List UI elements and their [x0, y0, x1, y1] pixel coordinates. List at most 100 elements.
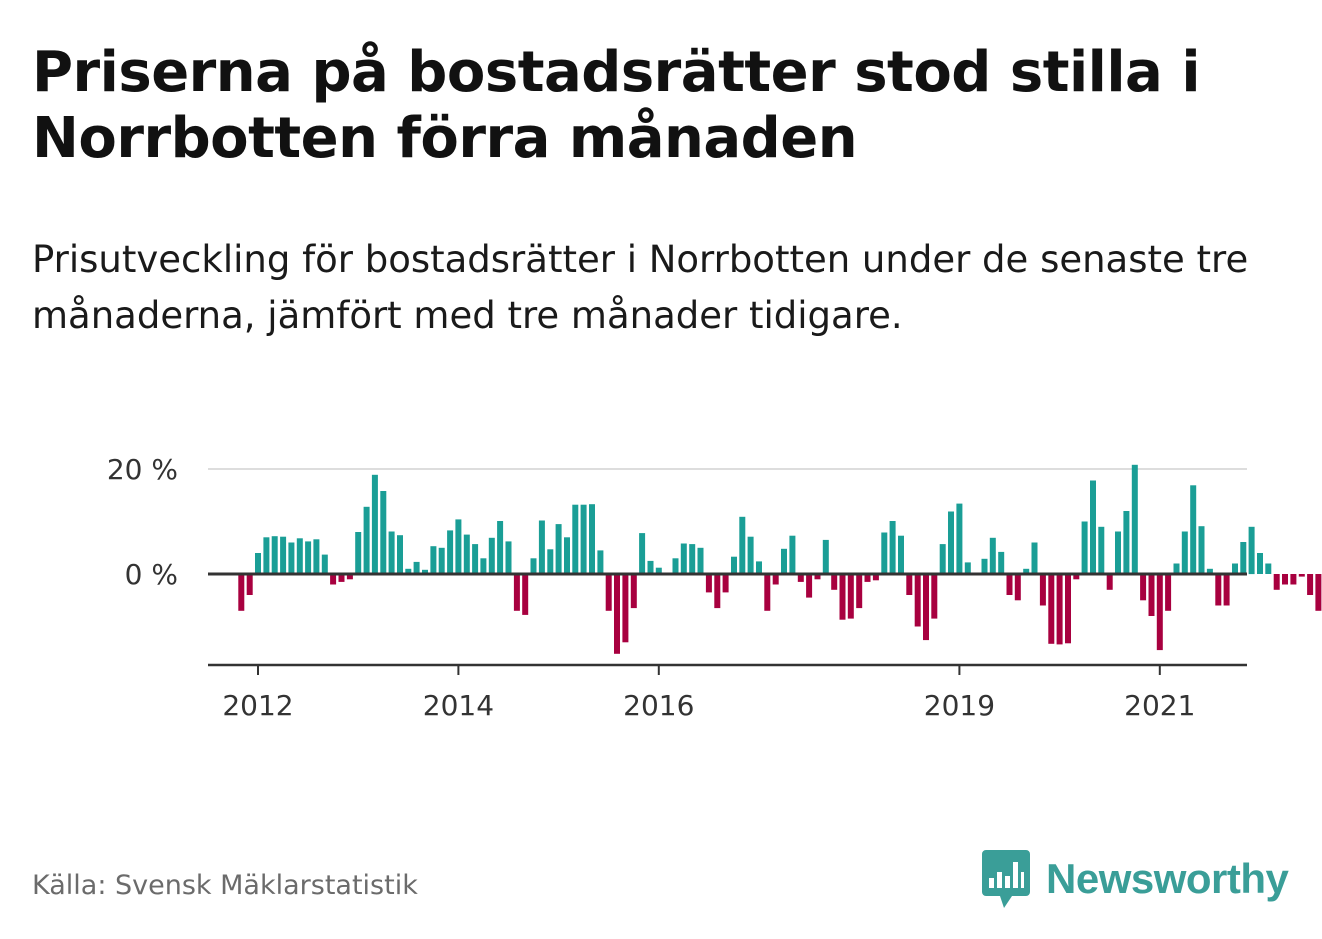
bar [288, 542, 295, 574]
bar [371, 474, 378, 574]
bar [263, 537, 270, 575]
bar [355, 532, 362, 574]
bar [923, 574, 929, 641]
bar [705, 574, 712, 593]
bar [1073, 574, 1080, 580]
bar [1148, 574, 1155, 616]
bar [647, 560, 654, 574]
bar [488, 537, 495, 574]
bar [1315, 574, 1322, 611]
bar [672, 558, 679, 575]
bar [330, 574, 337, 585]
chart-subtitle: Prisutveckling för bostadsrätter i Norrb… [32, 238, 1249, 337]
bar [472, 544, 479, 574]
bar [346, 574, 353, 580]
bar [522, 574, 529, 615]
bar [655, 567, 662, 574]
bar [806, 574, 813, 598]
bar [1215, 574, 1222, 606]
bar [413, 561, 420, 574]
bar [1248, 526, 1255, 575]
bar [1198, 526, 1205, 574]
bar [1181, 531, 1188, 574]
bar [1282, 574, 1288, 585]
bar [1090, 480, 1096, 574]
y-tick-label: 0 % [125, 558, 178, 591]
bar [689, 544, 696, 574]
bar [889, 521, 896, 574]
bar [422, 569, 428, 574]
bar-layer [238, 464, 1322, 654]
bar [438, 547, 445, 575]
bar [1081, 521, 1088, 574]
bar [1156, 574, 1163, 651]
bar [1065, 574, 1071, 644]
bar-chart-speech-bubble-icon [982, 850, 1030, 908]
bar [1039, 574, 1046, 606]
bar [1190, 485, 1197, 574]
chart-title: Priserna på bostadsrätter stod stilla i … [32, 40, 1201, 171]
bar [831, 574, 838, 590]
bar [1298, 574, 1305, 577]
bar [1273, 574, 1280, 590]
bar [931, 574, 938, 619]
x-tick-label: 2012 [222, 689, 293, 722]
bar-chart: 0 %20 %2012201420162019202120230 % [107, 453, 1322, 722]
bar [1165, 574, 1172, 611]
bar [939, 544, 946, 574]
bar [463, 534, 470, 574]
x-tick-label: 2016 [623, 689, 694, 722]
axis-layer [208, 572, 1247, 675]
bar [956, 503, 963, 574]
bar [1307, 574, 1314, 595]
bar [338, 574, 345, 582]
bar [1265, 563, 1272, 574]
bar [981, 558, 988, 574]
bar [898, 535, 904, 574]
brand-logo: Newsworthy [980, 848, 1289, 910]
bar [1031, 542, 1038, 574]
bar [388, 531, 395, 574]
bar [814, 574, 821, 580]
bar [789, 535, 796, 574]
bar [605, 574, 612, 611]
bar [847, 574, 854, 619]
bar [998, 551, 1005, 574]
bar [1115, 531, 1121, 574]
bar [280, 536, 287, 574]
bar [255, 553, 261, 574]
bar [513, 574, 520, 611]
bar [781, 548, 787, 574]
bar [480, 558, 487, 575]
bar [572, 504, 579, 574]
bar [597, 550, 604, 574]
bar [1006, 574, 1013, 595]
bar [989, 537, 996, 574]
bar [697, 547, 704, 575]
bar [321, 554, 328, 574]
bar [1223, 574, 1230, 606]
bar [1131, 464, 1138, 574]
bar [747, 536, 754, 574]
bar [1240, 542, 1247, 574]
bar [246, 574, 253, 595]
bar [430, 546, 437, 574]
bar [680, 543, 687, 574]
bar [538, 520, 545, 574]
bar [447, 530, 454, 574]
bar [948, 511, 954, 574]
x-tick-label: 2014 [423, 689, 494, 722]
bar [555, 524, 562, 574]
x-tick-label: 2021 [1124, 689, 1195, 722]
bar [238, 574, 245, 611]
source-note: Källa: Svensk Mäklarstatistik [32, 870, 418, 901]
bar [580, 504, 587, 574]
bar [1123, 511, 1130, 574]
bar [822, 539, 829, 574]
bar [363, 506, 370, 574]
bar [772, 574, 779, 585]
bar [547, 549, 554, 574]
bar [1048, 574, 1055, 644]
bar [1023, 568, 1030, 575]
bar [1056, 574, 1063, 645]
